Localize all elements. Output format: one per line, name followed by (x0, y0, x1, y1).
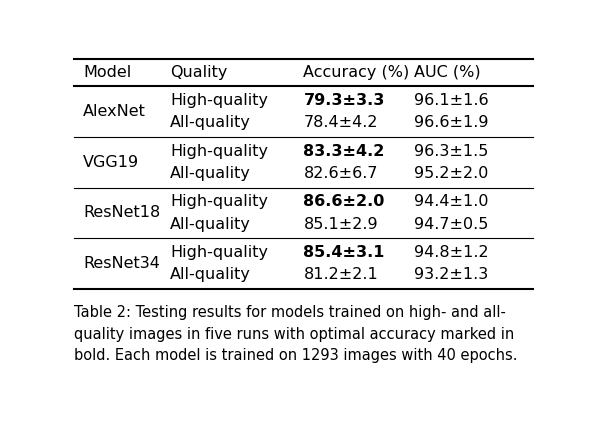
Text: 83.3±4.2: 83.3±4.2 (304, 144, 385, 158)
Text: All-quality: All-quality (170, 115, 251, 130)
Text: 96.3±1.5: 96.3±1.5 (414, 144, 488, 158)
Text: Model: Model (83, 65, 131, 80)
Text: ResNet34: ResNet34 (83, 256, 160, 271)
Text: Accuracy (%): Accuracy (%) (304, 65, 410, 80)
Text: 81.2±2.1: 81.2±2.1 (304, 267, 378, 282)
Text: High-quality: High-quality (170, 144, 268, 158)
Text: 96.1±1.6: 96.1±1.6 (414, 93, 488, 108)
Text: 93.2±1.3: 93.2±1.3 (414, 267, 488, 282)
Text: 94.8±1.2: 94.8±1.2 (414, 245, 488, 260)
Text: 79.3±3.3: 79.3±3.3 (304, 93, 385, 108)
Text: quality images in five runs with optimal accuracy marked in: quality images in five runs with optimal… (74, 327, 514, 342)
Text: bold. Each model is trained on 1293 images with 40 epochs.: bold. Each model is trained on 1293 imag… (74, 348, 517, 363)
Text: Quality: Quality (170, 65, 228, 80)
Text: ResNet18: ResNet18 (83, 205, 160, 220)
Text: 82.6±6.7: 82.6±6.7 (304, 166, 378, 181)
Text: High-quality: High-quality (170, 93, 268, 108)
Text: VGG19: VGG19 (83, 155, 139, 170)
Text: High-quality: High-quality (170, 194, 268, 209)
Text: All-quality: All-quality (170, 267, 251, 282)
Text: AUC (%): AUC (%) (414, 65, 480, 80)
Text: Table 2: Testing results for models trained on high- and all-: Table 2: Testing results for models trai… (74, 305, 506, 320)
Text: 95.2±2.0: 95.2±2.0 (414, 166, 488, 181)
Text: 94.7±0.5: 94.7±0.5 (414, 216, 488, 232)
Text: 85.1±2.9: 85.1±2.9 (304, 216, 378, 232)
Text: 94.4±1.0: 94.4±1.0 (414, 194, 488, 209)
Text: 86.6±2.0: 86.6±2.0 (304, 194, 385, 209)
Text: 96.6±1.9: 96.6±1.9 (414, 115, 488, 130)
Text: High-quality: High-quality (170, 245, 268, 260)
Text: AlexNet: AlexNet (83, 104, 146, 119)
Text: All-quality: All-quality (170, 216, 251, 232)
Text: All-quality: All-quality (170, 166, 251, 181)
Text: 85.4±3.1: 85.4±3.1 (304, 245, 385, 260)
Text: 78.4±4.2: 78.4±4.2 (304, 115, 378, 130)
